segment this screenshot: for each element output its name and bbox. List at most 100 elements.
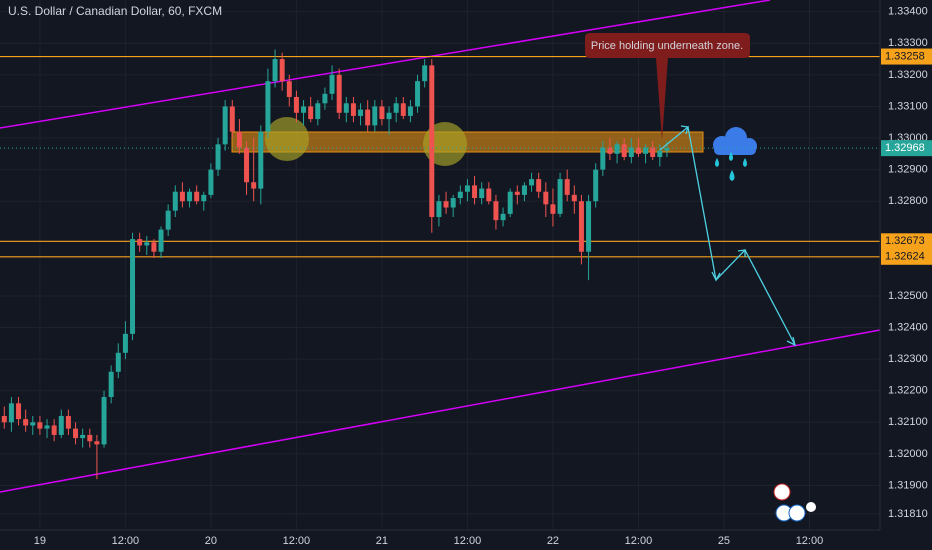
candle-body [265, 81, 271, 132]
candle-body [258, 131, 264, 189]
rain-icon [713, 127, 757, 181]
candle-body [343, 103, 349, 113]
candle-body [514, 191, 520, 195]
y-tick-label: 1.32100 [888, 416, 928, 428]
candle-body [500, 213, 506, 221]
candle-body [51, 425, 57, 435]
candle-body [194, 191, 200, 202]
y-tick-label: 1.32800 [888, 195, 928, 207]
candle-body [23, 419, 29, 426]
candle-body [115, 352, 121, 372]
candle-body [165, 210, 171, 230]
candle-body [1, 415, 7, 423]
candle-body [208, 169, 214, 195]
y-tick-label: 1.33200 [888, 69, 928, 81]
candle-body [621, 144, 627, 157]
candle-body [415, 81, 421, 107]
level-label-bg [881, 248, 932, 265]
candle-body [564, 179, 570, 195]
candle-body [58, 415, 64, 435]
candles [1, 49, 670, 480]
level-label-bg [881, 233, 932, 250]
candle-body [87, 434, 93, 442]
arrow-heads [680, 125, 796, 347]
candle-body [464, 185, 470, 192]
x-tick-label: 12:00 [625, 535, 653, 547]
y-tick-label: 1.32300 [888, 353, 928, 365]
y-tick-label: 1.33400 [888, 6, 928, 18]
last-price-bg [881, 140, 932, 157]
candle-body [507, 191, 513, 214]
y-tick-label: 1.32400 [888, 321, 928, 333]
candle-body [593, 169, 599, 202]
candle-body [244, 147, 250, 183]
channel-upper [0, 0, 771, 129]
y-tick-label: 1.32500 [888, 290, 928, 302]
candle-body [493, 201, 499, 221]
candle-body [657, 150, 663, 157]
candle-body [215, 144, 221, 170]
x-tick-label: 20 [205, 535, 217, 547]
candle-body [187, 191, 193, 202]
candle-body [80, 434, 86, 439]
candle-body [229, 106, 235, 132]
candle-body [144, 242, 150, 246]
candle-body [365, 109, 371, 126]
candle-body [578, 201, 584, 252]
candle-body [450, 198, 456, 208]
candle-body [643, 147, 649, 154]
candle-body [443, 201, 449, 208]
candle-body [479, 188, 485, 199]
candle-body [251, 182, 257, 189]
candle-body [222, 106, 228, 145]
candle-body [158, 229, 164, 252]
candle-body [336, 74, 342, 113]
candle-body [73, 428, 79, 439]
candle-body [279, 59, 285, 82]
candle-body [457, 191, 463, 199]
candle-body [8, 403, 14, 423]
candle-body [44, 425, 50, 429]
y-tick-label: 1.31900 [888, 479, 928, 491]
level-label: 1.33258 [885, 50, 925, 62]
candle-body [94, 441, 100, 445]
candle-body [486, 188, 492, 202]
candle-body [151, 242, 157, 252]
grid [0, 0, 880, 530]
candle-body [664, 148, 670, 151]
x-tick-label: 12:00 [112, 535, 140, 547]
candle-body [358, 109, 364, 116]
candle-body [101, 397, 107, 445]
candle-body [543, 191, 549, 205]
candle-body [536, 179, 542, 192]
level-label: 1.32624 [885, 251, 925, 263]
candle-body [429, 65, 435, 217]
candle-body [586, 201, 592, 252]
level-label: 1.32673 [885, 235, 925, 247]
candle-body [16, 403, 22, 420]
candle-body [108, 371, 114, 398]
candle-body [521, 185, 527, 195]
candle-body [614, 144, 620, 154]
candle-body [308, 106, 314, 120]
callout-box [585, 33, 750, 140]
candle-body [30, 422, 36, 426]
last-price-label: 1.32968 [885, 142, 925, 154]
x-tick-label: 12:00 [796, 535, 824, 547]
candle-body [550, 204, 556, 214]
candle-body [122, 333, 128, 353]
candle-body [201, 194, 207, 202]
candle-body [379, 106, 385, 120]
candle-body [65, 415, 71, 429]
y-tick-label: 1.31810 [888, 508, 928, 520]
candle-body [236, 131, 242, 148]
candle-body [628, 147, 634, 157]
candle-body [372, 106, 378, 126]
candle-body [293, 96, 299, 113]
candle-body [179, 191, 185, 202]
y-tick-label: 1.32900 [888, 164, 928, 176]
candle-body [422, 65, 428, 82]
candle-body [436, 201, 442, 217]
